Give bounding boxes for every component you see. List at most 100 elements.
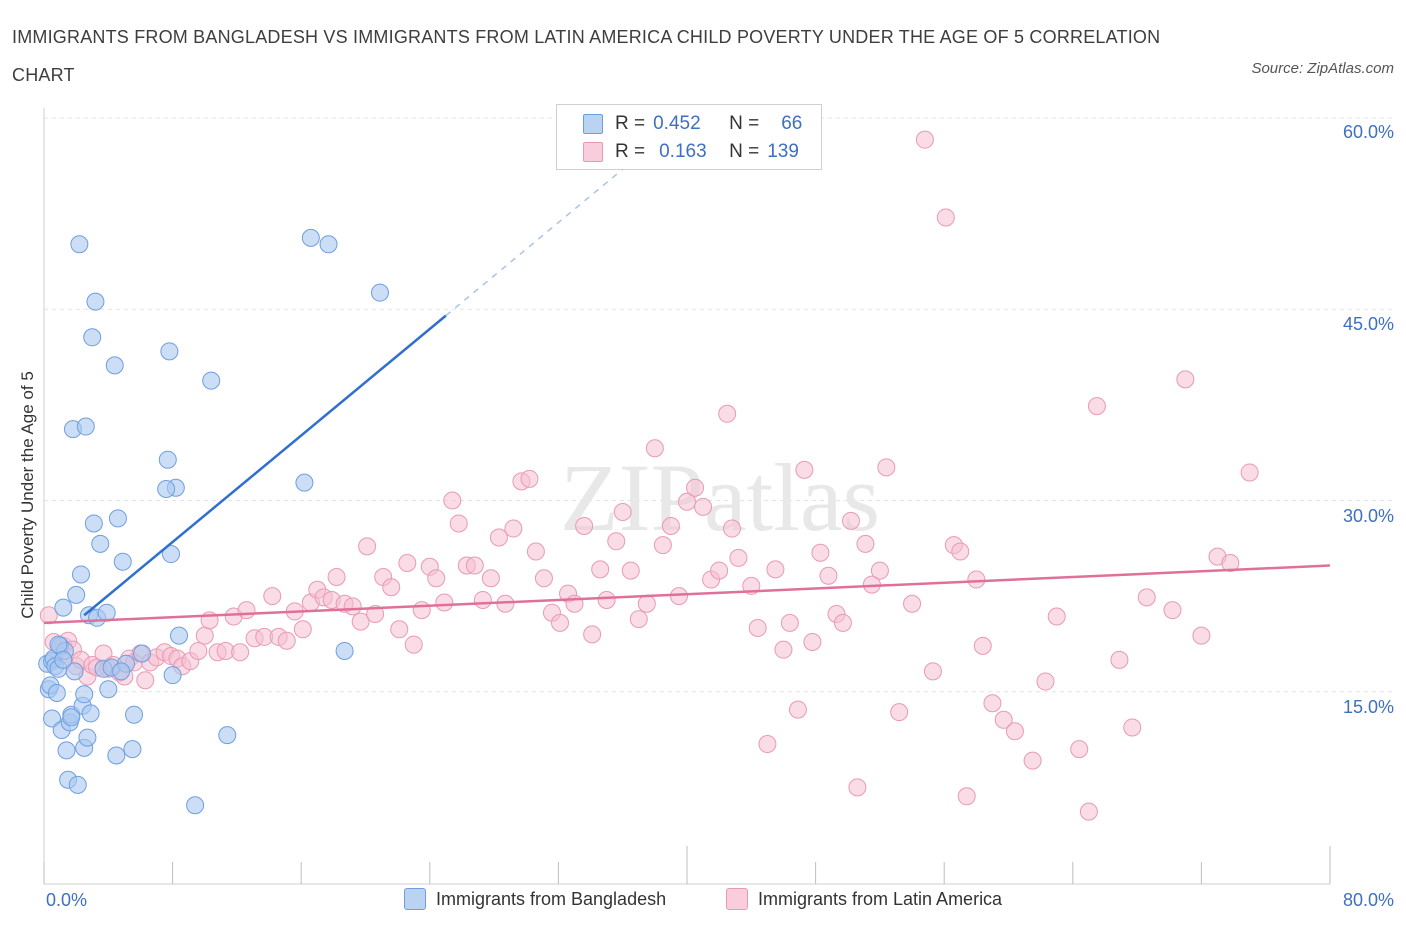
bangladesh-points	[38, 228, 389, 815]
latin-america-point	[382, 578, 401, 597]
bangladesh-point	[91, 534, 110, 553]
bangladesh-point	[81, 704, 100, 723]
y-tick-label-60: 60.0%	[1342, 122, 1394, 142]
latin-america-point	[195, 626, 214, 645]
bangladesh-point	[105, 356, 124, 375]
bangladesh-point	[295, 473, 314, 492]
legend-swatch-blue	[404, 888, 426, 910]
bangladesh-trend-line	[83, 314, 447, 617]
latin-america-point	[1047, 607, 1066, 626]
bangladesh-point	[158, 450, 177, 469]
bangladesh-point	[125, 705, 144, 724]
latin-america-point	[967, 570, 986, 589]
latin-america-point	[327, 568, 346, 586]
latin-america-point	[591, 560, 610, 579]
latin-america-point	[575, 517, 594, 535]
latin-america-point	[1123, 718, 1142, 737]
latin-america-point	[870, 561, 889, 580]
latin-america-point	[526, 542, 545, 561]
latin-america-point	[957, 787, 976, 806]
bangladesh-point	[370, 283, 389, 302]
latin-america-point	[723, 519, 742, 538]
latin-america-point	[669, 587, 688, 606]
latin-america-point	[856, 534, 875, 553]
latin-america-point	[1137, 588, 1156, 607]
latin-america-point	[718, 404, 737, 423]
bangladesh-trend-extension	[445, 162, 632, 317]
y-tick-label-45: 45.0%	[1342, 314, 1394, 334]
latin-america-point	[465, 556, 484, 575]
correlation-legend: R = 0.452 N = 66 R = 0.163 N = 139	[556, 104, 822, 170]
bangladesh-point	[218, 726, 237, 745]
bangladesh-point	[75, 685, 94, 704]
latin-america-point	[1192, 626, 1211, 645]
r-value: 0.163	[659, 141, 707, 162]
latin-america-point	[621, 561, 640, 580]
legend-row-bangladesh: R = 0.452 N = 66	[583, 111, 802, 137]
latin-america-point	[412, 601, 431, 620]
latin-america-point	[774, 640, 793, 659]
legend-label: Immigrants from Bangladesh	[436, 888, 667, 909]
legend-swatch-pink	[726, 888, 748, 910]
latin-america-point	[443, 491, 462, 510]
legend-label: Immigrants from Latin America	[758, 888, 1003, 909]
latin-america-point	[237, 601, 256, 620]
latin-america-point	[819, 566, 838, 585]
bangladesh-point	[62, 708, 81, 727]
latin-america-point	[473, 590, 492, 609]
x-tick-label-max: 80.0%	[1342, 890, 1394, 910]
latin-america-point	[607, 532, 626, 551]
watermark: ZIPatlas	[560, 444, 880, 551]
latin-america-point	[481, 569, 500, 588]
latin-america-point	[263, 587, 282, 606]
latin-america-point	[877, 458, 896, 477]
latin-america-point	[1240, 463, 1259, 482]
latin-america-point	[504, 519, 523, 538]
axes	[43, 108, 1331, 885]
latin-america-point	[811, 543, 830, 562]
latin-america-point	[366, 604, 385, 623]
bangladesh-point	[161, 545, 180, 564]
bangladesh-point	[123, 740, 142, 759]
latin-america-points	[39, 130, 1259, 821]
latin-america-point	[915, 130, 934, 149]
chart-title: IMMIGRANTS FROM BANGLADESH VS IMMIGRANTS…	[12, 27, 1161, 85]
bangladesh-point	[47, 684, 66, 703]
bangladesh-point	[335, 641, 354, 660]
latin-america-point	[1070, 740, 1089, 759]
latin-america-point	[390, 620, 409, 639]
series-legend: Immigrants from Bangladesh Immigrants fr…	[0, 888, 1406, 916]
latin-america-point	[710, 561, 729, 580]
latin-america-point	[435, 593, 454, 612]
latin-america-point	[1110, 650, 1129, 669]
bangladesh-point	[70, 235, 89, 254]
latin-america-point	[489, 528, 508, 547]
chart-source: Source: ZipAtlas.com	[1251, 60, 1394, 77]
bangladesh-point	[65, 662, 84, 681]
latin-america-point	[427, 569, 446, 588]
latin-america-point	[903, 594, 922, 613]
latin-america-point	[1005, 722, 1024, 741]
latin-america-point	[613, 502, 632, 521]
bangladesh-point	[54, 598, 73, 617]
latin-america-point	[936, 208, 955, 227]
latin-america-point	[404, 635, 423, 654]
latin-america-point	[534, 569, 553, 588]
bangladesh-point	[84, 514, 103, 533]
bangladesh-point	[86, 292, 105, 311]
bangladesh-point	[157, 480, 176, 499]
bangladesh-point	[112, 662, 131, 681]
latin-america-point	[277, 631, 296, 650]
latin-america-point	[686, 478, 705, 497]
legend-swatch-blue	[583, 114, 603, 134]
latin-america-trend-line	[43, 564, 1331, 625]
bangladesh-point	[54, 650, 73, 669]
latin-america-point	[645, 439, 664, 458]
latin-america-point	[583, 625, 602, 644]
latin-america-point	[1023, 751, 1042, 770]
latin-america-point	[1221, 553, 1240, 572]
latin-america-point	[758, 735, 777, 754]
latin-america-point	[1176, 370, 1195, 389]
latin-america-point	[795, 460, 814, 479]
latin-america-point	[449, 514, 468, 533]
